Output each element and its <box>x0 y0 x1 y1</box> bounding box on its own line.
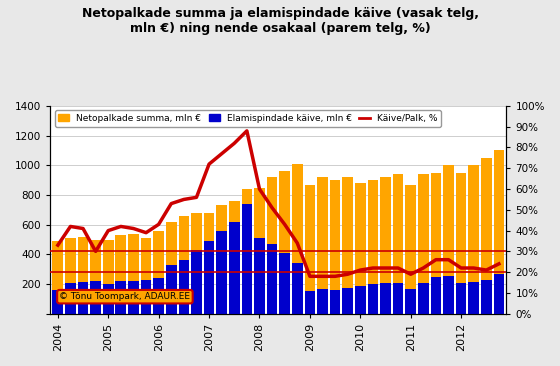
Bar <box>418 283 428 314</box>
Bar <box>229 222 240 314</box>
Bar <box>166 222 176 314</box>
Bar <box>405 184 416 314</box>
Bar <box>292 263 302 314</box>
Bar <box>380 283 391 314</box>
Bar <box>216 205 227 314</box>
Bar <box>330 180 340 314</box>
Bar <box>179 216 189 314</box>
Bar <box>468 165 479 314</box>
Bar <box>141 280 151 314</box>
Bar <box>443 276 454 314</box>
Bar <box>141 238 151 314</box>
Bar <box>355 183 366 314</box>
Bar <box>241 204 252 314</box>
Bar <box>179 260 189 314</box>
Bar <box>493 274 504 314</box>
Bar <box>393 283 403 314</box>
Bar <box>481 158 492 314</box>
Bar <box>330 290 340 314</box>
Bar <box>305 184 315 314</box>
Bar <box>456 173 466 314</box>
Bar <box>204 213 214 314</box>
Bar <box>367 284 378 314</box>
Bar <box>153 278 164 314</box>
Bar <box>292 164 302 314</box>
Bar <box>90 281 101 314</box>
Bar <box>431 277 441 314</box>
Bar <box>279 253 290 314</box>
Bar <box>317 289 328 314</box>
Bar <box>103 239 114 314</box>
Bar <box>355 286 366 314</box>
Bar <box>78 282 88 314</box>
Bar <box>267 177 277 314</box>
Bar <box>90 239 101 314</box>
Bar <box>431 173 441 314</box>
Bar <box>254 187 265 314</box>
Bar <box>493 150 504 314</box>
Text: © Tõnu Toompark, ADAUR.EE: © Tõnu Toompark, ADAUR.EE <box>59 292 190 301</box>
Bar <box>166 265 176 314</box>
Bar <box>53 241 63 314</box>
Bar <box>78 236 88 314</box>
Bar <box>367 180 378 314</box>
Bar <box>153 231 164 314</box>
Bar <box>317 177 328 314</box>
Legend: Netopalkade summa, mln €, Elamispindade käive, mln €, Käive/Palk, %: Netopalkade summa, mln €, Elamispindade … <box>55 111 441 127</box>
Bar <box>65 238 76 314</box>
Bar <box>279 171 290 314</box>
Text: Netopalkade summa ja elamispindade käive (vasak telg,
mln €) ning nende osakaal : Netopalkade summa ja elamispindade käive… <box>82 7 478 36</box>
Bar <box>191 213 202 314</box>
Bar <box>128 234 139 314</box>
Bar <box>65 283 76 314</box>
Bar <box>128 281 139 314</box>
Bar <box>418 174 428 314</box>
Bar <box>393 174 403 314</box>
Bar <box>115 281 126 314</box>
Bar <box>115 235 126 314</box>
Bar <box>53 290 63 314</box>
Bar <box>103 284 114 314</box>
Bar <box>342 288 353 314</box>
Bar <box>267 244 277 314</box>
Bar <box>468 282 479 314</box>
Bar <box>481 280 492 314</box>
Bar <box>342 177 353 314</box>
Bar <box>229 201 240 314</box>
Bar <box>443 165 454 314</box>
Bar <box>456 283 466 314</box>
Bar <box>191 250 202 314</box>
Bar <box>254 238 265 314</box>
Bar <box>241 189 252 314</box>
Bar <box>405 289 416 314</box>
Bar <box>204 241 214 314</box>
Bar <box>380 177 391 314</box>
Bar <box>216 231 227 314</box>
Bar <box>305 291 315 314</box>
